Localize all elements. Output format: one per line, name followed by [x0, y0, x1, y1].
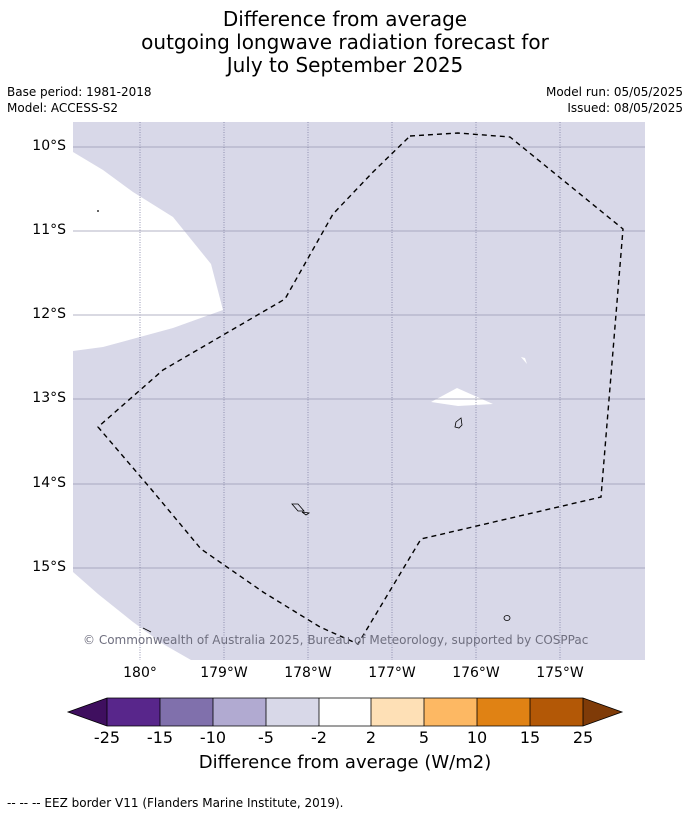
lon-label-176w: 176°W — [452, 665, 500, 681]
island-outline — [454, 417, 463, 429]
island-outline — [291, 503, 305, 512]
lon-label-177w: 177°W — [368, 665, 416, 681]
colorbar-segment — [371, 698, 424, 726]
colorbar-segment — [68, 698, 107, 726]
lat-label-13s: 13°S — [32, 390, 66, 406]
colorbar-segment — [319, 698, 371, 726]
title-line-3: July to September 2025 — [226, 53, 464, 77]
lon-label-180: 180° — [123, 665, 157, 681]
colorbar — [66, 696, 626, 732]
colorbar-svg — [66, 697, 624, 727]
colorbar-tick: -5 — [258, 728, 274, 747]
longitude-gridlines — [139, 122, 561, 660]
lon-label-175w: 175°W — [536, 665, 584, 681]
map-background-fill — [73, 122, 645, 660]
colorbar-segment — [266, 698, 319, 726]
model-run: Model run: 05/05/2025 — [545, 85, 683, 99]
issued-date: Issued: 08/05/2025 — [567, 101, 683, 115]
colorbar-outline — [66, 697, 624, 727]
lon-label-178w: 178°W — [284, 665, 332, 681]
meta-right: Model run: 05/05/2025 Issued: 08/05/2025 — [546, 84, 683, 116]
eez-footnote: -- -- -- EEZ border V11 (Flanders Marine… — [7, 796, 344, 810]
lon-label-179w: 179°W — [200, 665, 248, 681]
colorbar-segment — [213, 698, 266, 726]
lat-label-10s: 10°S — [32, 138, 66, 154]
lat-label-12s: 12°S — [32, 306, 66, 322]
colorbar-segment — [530, 698, 583, 726]
lat-label-11s: 11°S — [32, 222, 66, 238]
colorbar-tick: 5 — [418, 728, 430, 747]
colorbar-tick: 2 — [365, 728, 377, 747]
map-svg — [73, 122, 645, 660]
colorbar-segment — [583, 698, 622, 726]
title-line-2: outgoing longwave radiation forecast for — [141, 30, 549, 54]
model-name: Model: ACCESS-S2 — [7, 101, 119, 115]
colorbar-tick: -25 — [93, 728, 121, 747]
eez-border — [97, 132, 624, 645]
latitude-gridlines — [73, 146, 645, 569]
page-title: Difference from average outgoing longwav… — [0, 8, 690, 77]
base-period: Base period: 1981-2018 — [7, 85, 152, 99]
colorbar-tick: 15 — [519, 728, 541, 747]
meta-left: Base period: 1981-2018 Model: ACCESS-S2 — [7, 84, 152, 116]
near-zero-region-east — [521, 357, 527, 364]
colorbar-title: Difference from average (W/m2) — [198, 752, 492, 773]
lat-label-14s: 14°S — [32, 475, 66, 491]
colorbar-segment — [477, 698, 530, 726]
island-outline — [301, 511, 311, 516]
near-zero-region-southwest — [73, 572, 191, 660]
colorbar-tick: -15 — [146, 728, 174, 747]
island-outline — [503, 615, 511, 621]
colorbar-tick: -2 — [311, 728, 327, 747]
colorbar-segment — [107, 698, 160, 726]
near-zero-region-west — [73, 152, 223, 351]
map-panel[interactable] — [73, 122, 645, 660]
lat-label-15s: 15°S — [32, 559, 66, 575]
colorbar-segment — [424, 698, 477, 726]
colorbar-tick: 10 — [466, 728, 488, 747]
near-zero-region-center — [431, 388, 493, 406]
colorbar-segment — [160, 698, 213, 726]
colorbar-tick: -10 — [199, 728, 227, 747]
colorbar-tick: 25 — [572, 728, 594, 747]
island-outline — [142, 627, 152, 633]
copyright-notice: © Commonwealth of Australia 2025, Bureau… — [83, 633, 589, 647]
title-line-1: Difference from average — [222, 7, 468, 31]
